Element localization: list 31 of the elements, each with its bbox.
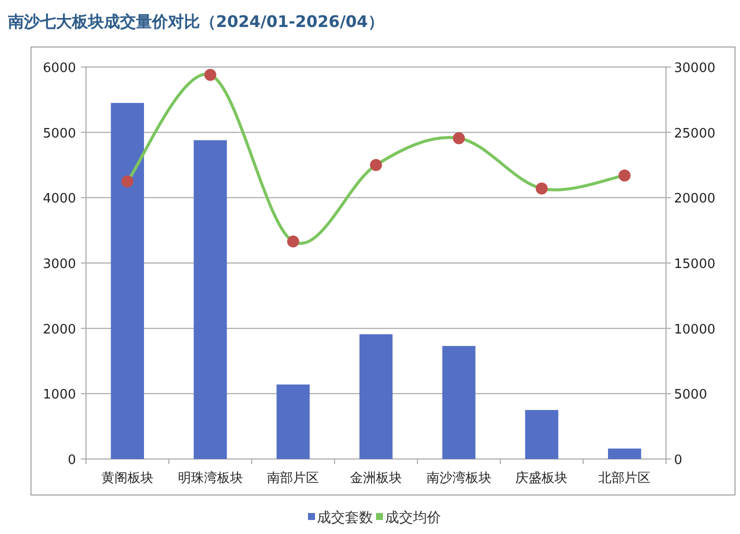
- x-tick-label: 明珠湾板块: [178, 470, 243, 486]
- legend-label: 成交均价: [385, 510, 441, 526]
- y2-tick-label: 0: [674, 453, 682, 468]
- y2-tick-label: 5000: [674, 388, 708, 403]
- x-tick-label: 南沙湾板块: [426, 470, 492, 486]
- y-tick-label: 5000: [42, 126, 76, 142]
- chart-title: 南沙七大板块成交量价对比（2024/01-2026/04）: [7, 12, 384, 31]
- y-tick-label: 2000: [42, 322, 76, 338]
- y-tick-label: 1000: [42, 388, 76, 403]
- y2-tick-label: 30000: [674, 61, 716, 76]
- bar: [194, 140, 227, 459]
- bar: [276, 384, 310, 459]
- x-tick-label: 庆盛板块: [516, 471, 568, 486]
- y2-tick-label: 10000: [674, 322, 716, 338]
- y-tick-label: 4000: [42, 192, 76, 207]
- bar: [442, 346, 476, 459]
- x-tick-label: 金洲板块: [350, 471, 402, 486]
- bar: [110, 102, 144, 459]
- x-tick-label: 南部片区: [267, 471, 320, 486]
- y-tick-label: 3000: [42, 257, 76, 272]
- bar: [359, 334, 393, 459]
- bar: [525, 410, 558, 459]
- bar: [608, 448, 642, 459]
- y2-tick-label: 20000: [674, 192, 716, 207]
- y-tick-label: 6000: [42, 61, 76, 76]
- y2-tick-label: 15000: [674, 257, 716, 272]
- y2-tick-label: 25000: [674, 126, 716, 142]
- legend-label: 成交套数: [317, 510, 373, 526]
- y-tick-label: 0: [68, 453, 76, 468]
- x-tick-label: 黄阁板块: [101, 471, 154, 486]
- x-tick-label: 北部片区: [598, 471, 651, 486]
